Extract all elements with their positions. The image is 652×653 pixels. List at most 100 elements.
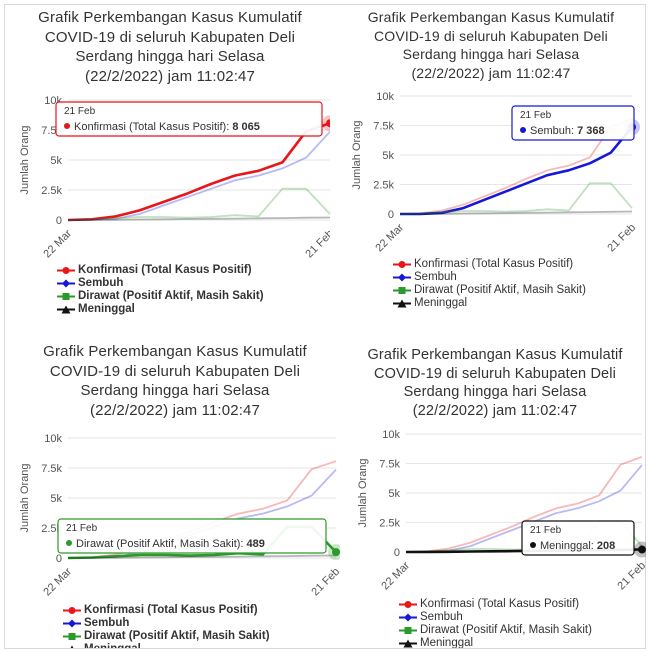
- legend-label: Konfirmasi (Total Kasus Positif): [78, 264, 252, 276]
- legend-item-konfirmasi[interactable]: Konfirmasi (Total Kasus Positif): [398, 598, 592, 611]
- square-marker-icon: [57, 293, 75, 300]
- chart-legend: Konfirmasi (Total Kasus Positif) Sembuh …: [398, 598, 592, 648]
- chart-title-line: Grafik Perkembangan Kasus Kumulatif: [367, 347, 623, 363]
- circle-marker-icon: [57, 267, 75, 274]
- x-tick-label: 21 Feb: [605, 222, 638, 255]
- triangle-marker-icon: [57, 305, 75, 314]
- chart-title-line: Grafik Perkembangan Kasus Kumulatif: [367, 9, 615, 25]
- data-point-marker[interactable]: [638, 545, 646, 554]
- legend-item-konfirmasi[interactable]: Konfirmasi (Total Kasus Positif): [392, 258, 586, 271]
- chart-legend: Konfirmasi (Total Kasus Positif) Sembuh …: [392, 258, 586, 310]
- diamond-marker-icon: [399, 613, 417, 622]
- y-tick-label: 0: [394, 547, 400, 559]
- y-tick-label: 7.5k: [41, 463, 62, 475]
- series-line-dirawat[interactable]: [399, 182, 633, 215]
- data-point-marker[interactable]: [332, 548, 340, 557]
- square-marker-icon: [63, 633, 81, 640]
- tooltip-value: 489: [247, 538, 265, 550]
- tooltip-date: 21 Feb: [530, 525, 562, 536]
- tooltip: 21 Feb Dirawat (Positif Aktif, Masih Saki…: [57, 518, 327, 554]
- tooltip-box: [521, 520, 635, 556]
- circle-marker-icon: [63, 607, 81, 614]
- series-line-sembuh[interactable]: [67, 130, 330, 221]
- legend-label: Dirawat (Positif Aktif, Masih Sakit): [78, 290, 264, 302]
- y-tick-label: 2.5k: [379, 518, 400, 530]
- tooltip-value: 7 368: [577, 125, 605, 137]
- chart-title: Grafik Perkembangan Kasus Kumulatif COVI…: [10, 8, 330, 86]
- triangle-marker-icon: [70, 645, 74, 648]
- tooltip-label: Konfirmasi (Total Kasus Positif): 8 065: [74, 121, 260, 133]
- legend-label: Sembuh: [420, 611, 463, 623]
- series-line-sembuh[interactable]: [399, 126, 634, 216]
- legend-item-meninggal[interactable]: Meninggal: [56, 303, 264, 316]
- tooltip: 21 Feb Konfirmasi (Total Kasus Positif): …: [55, 101, 323, 137]
- series-line-meninggal[interactable]: [399, 210, 633, 215]
- legend-item-konfirmasi[interactable]: Konfirmasi (Total Kasus Positif): [56, 264, 264, 277]
- tooltip-box: [511, 105, 635, 141]
- tooltip-value: 8 065: [232, 121, 260, 133]
- y-tick-label: 7.5k: [373, 121, 394, 133]
- series-line-konfirmasi[interactable]: [399, 117, 633, 215]
- tooltip-bullet: [64, 123, 70, 129]
- legend-label: Dirawat (Positif Aktif, Masih Sakit): [420, 624, 592, 636]
- legend-item-sembuh[interactable]: Sembuh: [56, 277, 264, 290]
- diamond-marker-icon: [393, 273, 411, 282]
- chart-legend: Konfirmasi (Total Kasus Positif) Sembuh …: [62, 604, 270, 648]
- x-tick-label: 21 Feb: [303, 228, 330, 261]
- chart-title-line: COVID-19 di seluruh Kabupaten Deli: [374, 27, 608, 44]
- y-tick-label: 10k: [44, 433, 62, 445]
- tooltip-bullet: [520, 127, 526, 133]
- legend-item-meninggal[interactable]: Meninggal: [62, 643, 270, 648]
- series-line-dirawat[interactable]: [67, 187, 330, 221]
- tooltip-value: 208: [597, 540, 615, 552]
- square-marker-icon: [399, 627, 417, 634]
- legend-label: Sembuh: [84, 617, 130, 629]
- y-tick-label: 5k: [50, 155, 62, 167]
- diamond-marker-icon: [63, 619, 81, 628]
- y-tick-label: 0: [56, 553, 62, 565]
- legend-label: Konfirmasi (Total Kasus Positif): [84, 604, 258, 616]
- tooltip-date: 21 Feb: [66, 523, 98, 534]
- legend-item-sembuh[interactable]: Sembuh: [392, 271, 586, 284]
- legend-item-meninggal[interactable]: Meninggal: [392, 297, 586, 310]
- legend-item-dirawat[interactable]: Dirawat (Positif Aktif, Masih Sakit): [392, 284, 586, 297]
- triangle-marker-icon: [393, 299, 411, 308]
- legend-item-dirawat[interactable]: Dirawat (Positif Aktif, Masih Sakit): [62, 630, 270, 643]
- legend-item-sembuh[interactable]: Sembuh: [62, 617, 270, 630]
- legend-item-dirawat[interactable]: Dirawat (Positif Aktif, Masih Sakit): [56, 290, 264, 303]
- tooltip-bullet: [66, 540, 72, 546]
- series-line-meninggal[interactable]: [67, 216, 330, 221]
- legend-item-sembuh[interactable]: Sembuh: [398, 611, 592, 624]
- chart-title-line: (22/2/2022) jam 11:02:47: [89, 401, 261, 419]
- chart-title: Grafik Perkembangan Kasus Kumulatif COVI…: [344, 346, 646, 420]
- chart-title-line: Grafik Perkembangan Kasus Kumulatif: [43, 343, 307, 360]
- series-line-konfirmasi[interactable]: [67, 121, 330, 222]
- chart-panel-meninggal: Grafik Perkembangan Kasus Kumulatif COVI…: [344, 346, 646, 648]
- y-tick-label: 5k: [388, 488, 400, 500]
- x-tick-label: 22 Mar: [41, 565, 74, 598]
- y-tick-label: 10k: [382, 429, 400, 441]
- x-tick-label: 22 Mar: [379, 559, 412, 592]
- tooltip-box: [57, 518, 327, 554]
- data-point-marker[interactable]: [326, 119, 330, 128]
- chart-panel-sembuh: Grafik Perkembangan Kasus Kumulatif COVI…: [336, 8, 646, 323]
- screenshot-frame: [4, 4, 646, 649]
- legend-label: Sembuh: [414, 271, 457, 283]
- series-line-meninggal[interactable]: [67, 554, 337, 559]
- tooltip-bullet: [530, 542, 536, 548]
- y-tick-label: 5k: [382, 150, 394, 162]
- legend-item-dirawat[interactable]: Dirawat (Positif Aktif, Masih Sakit): [398, 624, 592, 637]
- y-axis-title: Jumlah Orang: [357, 458, 369, 527]
- y-tick-label: 2.5k: [41, 185, 62, 197]
- x-tick-label: 21 Feb: [309, 566, 340, 599]
- chart-title-line: Serdang hingga hari Selasa: [403, 384, 587, 400]
- legend-item-konfirmasi[interactable]: Konfirmasi (Total Kasus Positif): [62, 604, 270, 617]
- legend-item-meninggal[interactable]: Meninggal: [398, 637, 592, 648]
- chart-title-line: (22/2/2022) jam 11:02:47: [411, 64, 571, 81]
- tooltip-date: 21 Feb: [64, 106, 96, 117]
- tooltip-date: 21 Feb: [520, 110, 552, 121]
